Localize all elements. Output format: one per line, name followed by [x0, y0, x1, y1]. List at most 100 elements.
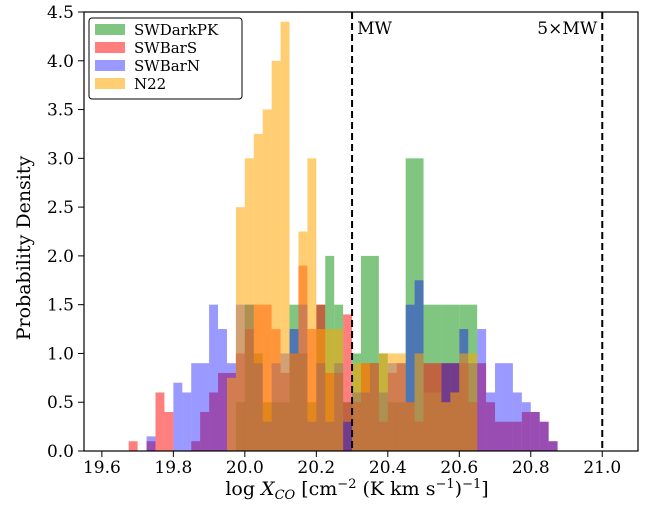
bar-n22-18 — [387, 353, 397, 451]
bar-swbars-21 — [343, 314, 353, 451]
bar-swbarn-3 — [191, 363, 210, 451]
bar-swbarn-18 — [343, 421, 353, 451]
bar-n22-25 — [450, 392, 460, 451]
bar-n22-9 — [307, 158, 317, 452]
bar-n22-3 — [253, 133, 263, 451]
bar-swbarn-32 — [477, 329, 487, 451]
plot-frame — [83, 11, 639, 452]
bar-n22-15 — [361, 363, 370, 451]
bar-n22-11 — [325, 329, 335, 451]
bar-swbarn-40 — [548, 441, 558, 451]
reference-label-1: 5×MW — [537, 19, 597, 39]
reference-label-0: MW — [357, 19, 392, 39]
bar-swbarn-0 — [146, 436, 156, 451]
y-tick-label-3: 1.5 — [47, 296, 74, 316]
x-tick-label-5: 20.6 — [440, 458, 478, 478]
bar-swbarn-4 — [209, 304, 219, 451]
bar-swbarn-33 — [486, 392, 496, 451]
bar-n22-26 — [459, 353, 469, 451]
bar-swbarn-35 — [503, 363, 513, 451]
bar-swbarn-36 — [512, 392, 522, 451]
bar-swbars-38 — [495, 421, 504, 451]
legend-label-swbarn: SWBarN — [134, 57, 200, 75]
histogram-bars — [128, 21, 558, 452]
bar-swbarn-24 — [405, 304, 415, 451]
bar-swbars-0 — [128, 441, 138, 451]
y-tick-label-4: 2.0 — [47, 247, 74, 267]
y-tick-label-9: 4.5 — [47, 3, 74, 23]
bar-n22-23 — [432, 392, 442, 451]
bar-n22-6 — [280, 21, 290, 452]
bar-n22-2 — [244, 158, 254, 452]
legend-frame — [88, 17, 243, 100]
legend-label-n22: N22 — [134, 75, 166, 93]
bar-swbars-36 — [477, 363, 487, 451]
bar-n22-21 — [414, 353, 424, 451]
bar-n22-7 — [289, 353, 299, 451]
x-tick-label-3: 20.2 — [297, 458, 335, 478]
bar-n22-22 — [423, 392, 433, 451]
bar-n22-5 — [271, 60, 281, 452]
legend-swatch-swdarkpk — [95, 24, 125, 35]
bar-n22-17 — [378, 353, 388, 451]
legend-label-swbars: SWBarS — [134, 39, 197, 57]
bar-n22-4 — [262, 109, 272, 452]
bar-n22-27 — [468, 353, 478, 451]
bar-swbars-2 — [155, 392, 165, 451]
x-axis: 19.6 19.8 20.0 20.2 20.4 20.6 20.8 21.0 — [83, 451, 621, 478]
x-tick-label-7: 21.0 — [583, 458, 621, 478]
bar-n22-14 — [352, 363, 361, 451]
legend-label-swdarkpk: SWDarkPK — [134, 21, 219, 39]
x-axis-label: log XCO [cm−2 (K km s−1)−1] — [225, 477, 488, 503]
y-tick-label-7: 3.5 — [47, 101, 74, 121]
y-tick-label-6: 3.0 — [47, 149, 74, 169]
bar-n22-24 — [441, 402, 451, 451]
bar-swbarn-39 — [539, 421, 549, 451]
bar-swbars-42 — [530, 411, 540, 451]
bar-swbars-4 — [191, 441, 201, 451]
x-tick-label-4: 20.4 — [369, 458, 407, 478]
y-axis-label: Probability Density — [13, 155, 35, 340]
y-axis: 0.0 0.5 1.0 1.5 2.0 2.5 3.0 3.5 4.0 4.5 — [47, 3, 84, 462]
bar-swbarn-37 — [521, 402, 531, 451]
x-tick-label-1: 19.8 — [154, 458, 192, 478]
bar-swbars-43 — [539, 421, 549, 451]
bar-swbars-37 — [486, 402, 496, 451]
bar-swbars-5 — [200, 411, 210, 451]
reference-lines: MW 5×MW — [351, 12, 604, 451]
y-tick-label-5: 2.5 — [47, 198, 74, 218]
bar-swbarn-2 — [182, 392, 192, 451]
bar-swbarn-38 — [530, 411, 540, 451]
bar-swbars-39 — [503, 421, 513, 451]
bar-n22-10 — [316, 329, 326, 451]
y-tick-label-1: 0.5 — [47, 393, 74, 413]
bar-swbars-7 — [218, 372, 227, 451]
bar-n22-19 — [396, 353, 406, 451]
bar-swbarn-5 — [218, 329, 227, 451]
legend-swatch-swbarn — [95, 60, 125, 71]
y-tick-label-2: 1.0 — [47, 344, 74, 364]
bar-n22-16 — [369, 363, 379, 451]
bar-swbars-6 — [209, 392, 219, 451]
y-tick-label-0: 0.0 — [47, 442, 74, 462]
bar-n22-1 — [235, 207, 245, 451]
legend-swatch-n22 — [95, 78, 125, 89]
bar-swbars-40 — [512, 421, 522, 451]
bar-n22-8 — [298, 231, 308, 451]
bar-n22-0 — [226, 377, 236, 451]
x-tick-label-2: 20.0 — [226, 458, 264, 478]
bar-swbars-44 — [548, 441, 558, 451]
legend-swatch-swbars — [95, 42, 125, 53]
bar-swbarn-1 — [173, 382, 183, 451]
bar-n22-20 — [405, 402, 415, 451]
bar-swbars-1 — [146, 441, 156, 451]
x-tick-label-0: 19.6 — [83, 458, 121, 478]
bar-swbars-3 — [164, 411, 174, 451]
y-tick-label-8: 4.0 — [47, 52, 74, 72]
bar-swbarn-34 — [495, 363, 504, 451]
bar-swbars-41 — [521, 411, 531, 451]
x-tick-label-6: 20.8 — [512, 458, 550, 478]
series-n22 — [226, 21, 478, 452]
